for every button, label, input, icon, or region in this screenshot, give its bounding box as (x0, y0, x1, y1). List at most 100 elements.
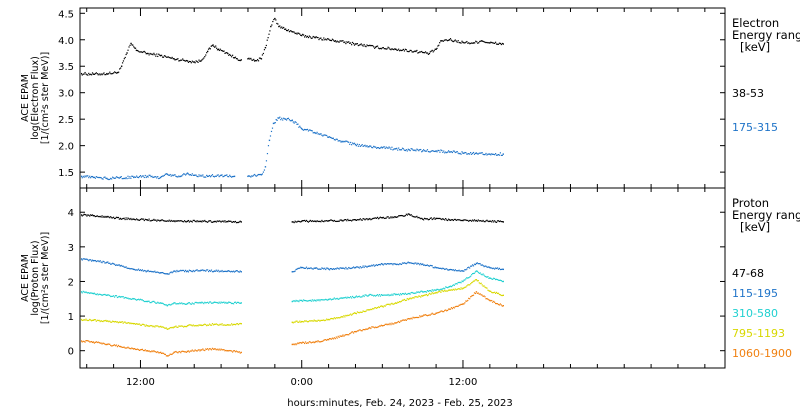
proton-trace-dot (308, 267, 310, 270)
electron-trace-dot (274, 122, 276, 124)
proton-trace-dot (297, 220, 299, 222)
proton-trace-dot (364, 329, 366, 331)
proton-trace-dot (417, 262, 419, 264)
proton-trace-dot (297, 321, 299, 323)
proton-trace-dot (98, 293, 100, 295)
proton-trace-dot (425, 218, 428, 220)
electron-trace-dot (399, 149, 401, 151)
electron-trace-dot (139, 51, 141, 53)
electron-trace-dot (161, 175, 164, 177)
proton-trace-dot (467, 284, 469, 286)
proton-y-tick-label: 3 (68, 243, 74, 254)
electron-trace-dot (431, 150, 433, 152)
electron-trace-dot (196, 175, 198, 178)
proton-trace-dot (320, 268, 322, 270)
electron-trace-dot (339, 140, 341, 142)
proton-trace-dot (403, 293, 406, 295)
proton-trace-dot (307, 221, 310, 223)
proton-trace-dot (497, 303, 500, 306)
electron-data-point (253, 60, 256, 62)
proton-trace-dot (108, 294, 110, 296)
proton-trace-dot (463, 219, 465, 221)
proton-trace-dot (399, 263, 402, 265)
proton-trace-dot (347, 314, 349, 316)
electron-trace-dot (423, 51, 425, 54)
proton-trace-dot (431, 289, 433, 291)
proton-trace-dot (447, 269, 450, 271)
electron-trace-dot (359, 44, 361, 46)
proton-trace-dot (85, 340, 87, 342)
electron-trace-dot (434, 48, 436, 50)
proton-trace-dot (389, 322, 391, 325)
proton-trace-dot (501, 280, 503, 283)
proton-trace-dot (325, 339, 327, 341)
proton-trace-dot (332, 220, 334, 222)
proton-trace-dot (501, 294, 503, 297)
proton-trace-dot (311, 341, 313, 344)
proton-trace-dot (496, 303, 499, 305)
proton-data-point (368, 294, 370, 297)
proton-trace-dot (187, 324, 190, 326)
proton-trace-dot (367, 295, 369, 297)
proton-trace-dot (235, 350, 238, 352)
electron-trace-dot (478, 42, 480, 44)
electron-data-point (159, 176, 162, 179)
proton-trace-dot (120, 296, 122, 298)
proton-trace-dot (191, 271, 193, 273)
proton-trace-dot (433, 217, 435, 219)
electron-trace-dot (361, 44, 363, 46)
proton-trace-dot (136, 348, 138, 351)
electron-trace-dot (196, 60, 198, 63)
proton-trace-dot (140, 324, 143, 326)
proton-trace-dot (179, 325, 181, 327)
electron-trace-dot (225, 174, 227, 177)
proton-trace-dot (101, 262, 103, 264)
proton-trace-dot (197, 221, 199, 223)
electron-data-point (284, 28, 287, 30)
electron-trace-dot (238, 59, 240, 61)
electron-trace-dot (162, 175, 165, 177)
proton-trace-dot (355, 219, 358, 221)
proton-trace-dot (158, 326, 160, 328)
proton-trace-dot (447, 289, 450, 291)
proton-trace-dot (193, 325, 195, 327)
electron-trace-dot (423, 149, 425, 151)
electron-trace-dot (414, 149, 416, 151)
proton-trace-dot (320, 299, 322, 301)
proton-trace-dot (353, 219, 356, 221)
electron-trace-dot (182, 174, 184, 176)
proton-trace-dot (180, 325, 182, 327)
proton-trace-dot (324, 299, 326, 301)
electron-trace-dot (157, 176, 159, 178)
proton-trace-dot (363, 218, 365, 220)
proton-trace-dot (426, 264, 429, 266)
electron-trace-dot (450, 39, 453, 41)
proton-trace-dot (183, 269, 185, 272)
electron-trace-dot (379, 147, 382, 149)
electron-trace-dot (145, 53, 147, 55)
proton-trace-dot (485, 298, 487, 300)
electron-data-point (374, 46, 377, 48)
proton-trace-dot (190, 220, 192, 222)
proton-trace-dot (425, 264, 428, 266)
proton-trace-dot (125, 347, 127, 349)
proton-trace-dot (501, 221, 503, 223)
proton-trace-dot (375, 295, 377, 297)
proton-trace-dot (226, 220, 228, 223)
proton-trace-dot (196, 350, 198, 352)
proton-trace-dot (377, 218, 380, 220)
proton-trace-dot (95, 293, 97, 296)
electron-trace-dot (357, 145, 359, 147)
proton-trace-dot (461, 270, 463, 272)
proton-trace-dot (222, 271, 224, 273)
proton-trace-dot (459, 281, 461, 283)
proton-data-point (186, 220, 189, 222)
proton-trace-dot (478, 272, 480, 274)
proton-trace-dot (349, 267, 351, 269)
proton-trace-dot (355, 266, 358, 268)
proton-data-point (327, 298, 330, 301)
proton-trace-dot (184, 303, 186, 305)
proton-trace-dot (161, 352, 164, 354)
proton-data-point (489, 220, 491, 222)
proton-trace-dot (311, 320, 313, 322)
